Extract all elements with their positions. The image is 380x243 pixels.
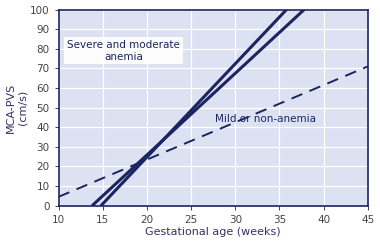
Text: Mild or non-anemia: Mild or non-anemia <box>215 114 316 124</box>
Text: Severe and moderate
anemia: Severe and moderate anemia <box>67 40 180 61</box>
Y-axis label: MCA-PVS
(cm/s): MCA-PVS (cm/s) <box>6 82 27 133</box>
X-axis label: Gestational age (weeks): Gestational age (weeks) <box>146 227 281 237</box>
